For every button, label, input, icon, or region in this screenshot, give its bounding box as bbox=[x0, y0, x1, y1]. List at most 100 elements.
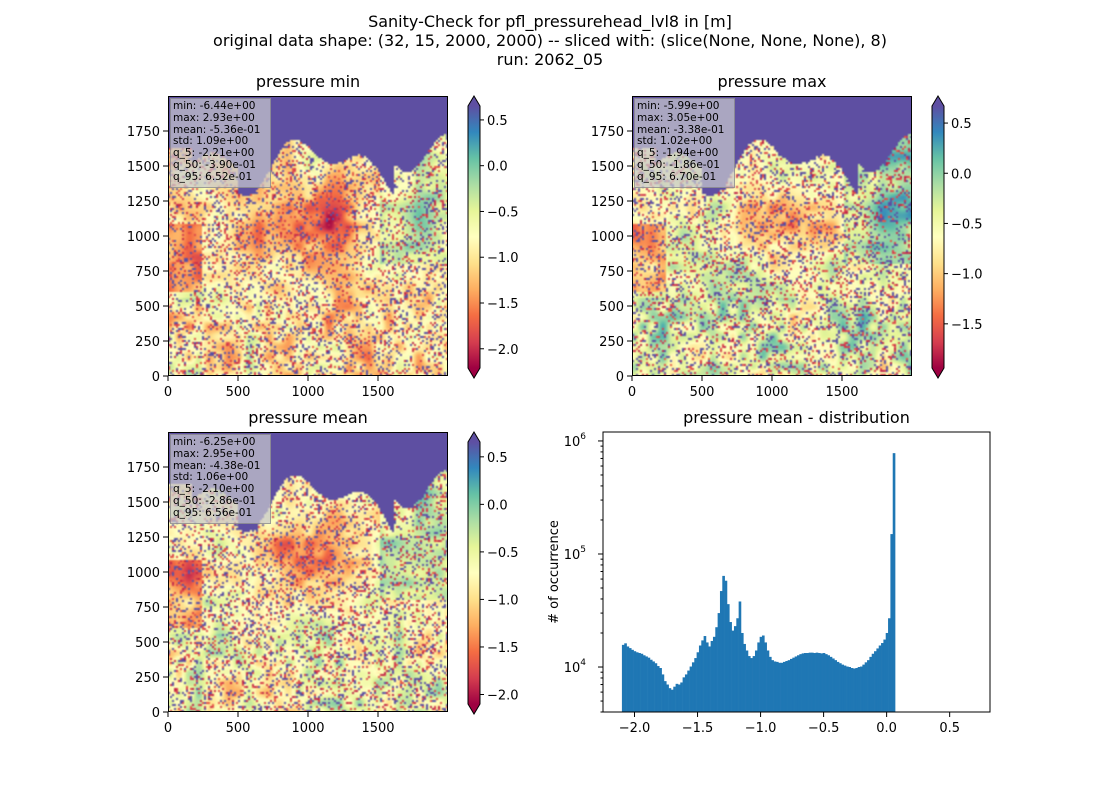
y-tick-label: 1750 bbox=[127, 125, 160, 140]
histogram-bar bbox=[680, 682, 683, 712]
colorbar-extend-bottom bbox=[468, 368, 480, 378]
stat-min: min: -6.44e+00 bbox=[173, 100, 256, 112]
histogram-bar bbox=[799, 654, 802, 712]
stat-max: max: 2.95e+00 bbox=[173, 447, 255, 460]
y-tick-label: 500 bbox=[135, 300, 160, 315]
histogram-bar bbox=[726, 604, 730, 712]
colorbar-tick-label: −1.0 bbox=[951, 268, 983, 283]
colorbar-outline bbox=[467, 431, 481, 715]
histogram-bar bbox=[621, 644, 625, 712]
histogram-bar bbox=[808, 652, 812, 712]
histogram-bar bbox=[710, 640, 714, 712]
x-tick-label: 0 bbox=[164, 385, 172, 400]
y-tick-label: 1000 bbox=[127, 230, 160, 245]
histogram-bar bbox=[885, 632, 889, 712]
histogram-bar bbox=[785, 661, 788, 712]
histogram-bar bbox=[740, 632, 744, 712]
histogram-bar bbox=[733, 626, 737, 712]
map-title-mean: pressure mean bbox=[248, 408, 368, 427]
y-tick-label: 104 bbox=[564, 658, 587, 676]
histogram-bar bbox=[633, 651, 637, 712]
histogram-bars bbox=[621, 453, 896, 712]
x-tick-label: −2.0 bbox=[619, 721, 651, 736]
histogram-bar bbox=[773, 661, 777, 712]
stat-mean: mean: -5.36e-01 bbox=[173, 123, 261, 136]
histogram-bar bbox=[696, 652, 700, 712]
histogram-bar bbox=[853, 668, 856, 712]
y-tick-label: 1250 bbox=[127, 531, 160, 546]
histogram-bar bbox=[855, 668, 859, 712]
map-title-min: pressure min bbox=[255, 72, 361, 91]
colorbar-max: 0.5 0.0 −0.5 −1.0 −1.5 bbox=[931, 95, 983, 379]
histogram-bar bbox=[836, 661, 840, 712]
y-tick-label: 1750 bbox=[127, 461, 160, 476]
map-xaxis-min: 0 500 1000 1500 bbox=[164, 376, 395, 400]
stat-max: max: 2.93e+00 bbox=[173, 111, 255, 124]
map-pressure-min: min: -6.44e+00 max: 2.93e+00 mean: -5.36… bbox=[168, 96, 448, 376]
histogram-bar bbox=[850, 668, 854, 712]
histogram-bar bbox=[825, 654, 828, 712]
stat-q95: q_95: 6.70e-01 bbox=[637, 170, 717, 183]
histogram-bar bbox=[750, 658, 753, 712]
colorbar-tick-label: −1.0 bbox=[487, 593, 519, 608]
x-tick-label: 500 bbox=[226, 385, 251, 400]
map-title-max: pressure max bbox=[717, 72, 827, 91]
colorbar-tick-label: 0.5 bbox=[951, 117, 972, 132]
histogram-bar bbox=[736, 618, 739, 712]
histogram-bar bbox=[722, 575, 725, 712]
stat-q50: q_50: -2.86e-01 bbox=[173, 494, 256, 507]
histogram-bar bbox=[761, 635, 765, 712]
histogram-bar bbox=[801, 653, 805, 712]
histogram-bar bbox=[626, 646, 630, 712]
histogram-bar bbox=[764, 642, 767, 712]
y-tick-label: 0 bbox=[152, 370, 160, 385]
histogram-bar bbox=[738, 601, 742, 712]
stats-box: min: -6.25e+00 max: 2.95e+00 mean: -4.38… bbox=[170, 434, 271, 524]
stats-box: min: -5.99e+00 max: 3.05e+00 mean: -3.38… bbox=[634, 98, 735, 188]
histogram-bar bbox=[684, 674, 688, 712]
colorbar-gradient bbox=[468, 442, 480, 704]
y-tick-label: 250 bbox=[135, 335, 160, 350]
histogram-bar bbox=[860, 666, 863, 712]
colorbar-tick-label: 0.0 bbox=[487, 160, 508, 175]
y-tick-label: 0 bbox=[616, 370, 624, 385]
x-tick-label: −0.5 bbox=[808, 721, 840, 736]
figure-title-line: original data shape: (32, 15, 2000, 2000… bbox=[213, 31, 887, 50]
map-pressure-max: min: -5.99e+00 max: 3.05e+00 mean: -3.38… bbox=[632, 96, 912, 376]
histogram-bar bbox=[827, 655, 830, 712]
x-tick-label: 1000 bbox=[755, 385, 788, 400]
histogram-bar bbox=[874, 651, 877, 712]
y-tick-label: 1750 bbox=[591, 125, 624, 140]
stat-std: std: 1.02e+00 bbox=[637, 135, 713, 148]
histogram-bar bbox=[867, 660, 870, 712]
histogram-bar bbox=[766, 650, 770, 712]
colorbar-tick-label: 0.5 bbox=[487, 451, 508, 466]
histogram-bar bbox=[670, 689, 674, 712]
colorbar-tick-label: 0.5 bbox=[487, 114, 508, 129]
map-frame bbox=[168, 96, 448, 376]
colorbar-extend-top bbox=[468, 96, 480, 106]
histogram-bar bbox=[768, 656, 772, 712]
histogram-bar bbox=[663, 681, 667, 712]
y-tick-label: 1000 bbox=[591, 230, 624, 245]
x-tick-label: −1.0 bbox=[745, 721, 777, 736]
colorbar-gradient bbox=[932, 106, 944, 368]
histogram-bar bbox=[675, 683, 679, 712]
x-tick-label: 1500 bbox=[361, 721, 394, 736]
histogram-title: pressure mean - distribution bbox=[683, 408, 910, 427]
histogram-bar bbox=[869, 656, 873, 712]
map-frame bbox=[632, 96, 912, 376]
colorbar-tick-label: −1.0 bbox=[487, 251, 519, 266]
histogram-bar bbox=[864, 662, 868, 712]
histogram-bar bbox=[848, 667, 852, 712]
histogram-bar bbox=[888, 618, 891, 712]
histogram-bar bbox=[829, 656, 833, 712]
stat-min: min: -6.25e+00 bbox=[173, 436, 256, 448]
stat-q50: q_50: -3.90e-01 bbox=[173, 158, 256, 171]
stats-box: min: -6.44e+00 max: 2.93e+00 mean: -5.36… bbox=[170, 98, 271, 188]
stat-mean: mean: -4.38e-01 bbox=[173, 459, 261, 472]
colorbar-mean: 0.5 0.0 −0.5 −1.0 −1.5 −2.0 bbox=[467, 431, 519, 715]
histogram-bar bbox=[813, 653, 816, 712]
stat-std: std: 1.06e+00 bbox=[173, 471, 249, 484]
x-tick-label: 500 bbox=[226, 721, 251, 736]
